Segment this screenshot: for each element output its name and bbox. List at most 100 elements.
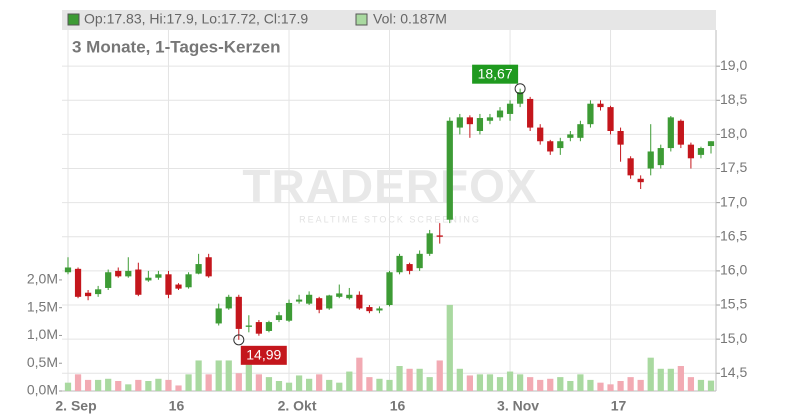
volume-bar — [105, 378, 112, 391]
candle-body — [64, 267, 72, 273]
x-tick-label: 17 — [611, 398, 627, 414]
candle-body — [245, 325, 252, 327]
candle-body — [496, 110, 504, 118]
volume-bar — [436, 360, 443, 391]
candle-body — [416, 253, 423, 269]
candle-body — [165, 274, 172, 295]
candle-body — [707, 141, 715, 147]
volume-bar — [285, 382, 293, 391]
x-tick-label: 16 — [390, 398, 406, 414]
candle-body — [235, 296, 242, 329]
candle-body — [205, 257, 212, 277]
candle-body — [637, 178, 644, 183]
candle-body — [587, 103, 594, 125]
candle-body — [597, 103, 604, 108]
candle-body — [647, 151, 654, 169]
volume-info: Vol: 0.187M — [373, 11, 447, 27]
price-legend-swatch — [67, 13, 80, 26]
candle-body — [577, 124, 584, 138]
watermark: TRADERFOX — [242, 160, 537, 212]
volume-bar — [527, 377, 534, 391]
volume-bar — [185, 374, 192, 391]
volume-bar — [74, 374, 82, 391]
y-tick-label: 16,5 — [720, 227, 747, 243]
volume-bar — [376, 378, 383, 391]
volume-bar — [707, 380, 715, 391]
candle-body — [446, 120, 453, 220]
candle-body — [145, 277, 152, 281]
candle-body — [567, 134, 574, 138]
volume-bar — [386, 379, 393, 391]
volume-bar — [265, 377, 273, 391]
volume-bar — [496, 377, 504, 391]
volume-bar — [516, 374, 524, 391]
volume-bar — [607, 384, 614, 391]
volume-bar — [155, 378, 162, 391]
chart-title: 3 Monate, 1-Tages-Kerzen — [72, 37, 280, 56]
candle-body — [195, 264, 202, 274]
header-info: Op:17.83, Hi:17.9, Lo:17.72, Cl:17.9 — [84, 11, 308, 27]
candle-body — [275, 315, 283, 321]
volume-bar — [667, 368, 674, 391]
candle-body — [346, 294, 353, 299]
volume-bar — [346, 371, 353, 391]
volume-bar — [175, 385, 182, 391]
y2-tick-label: 0,5M — [27, 354, 58, 370]
volume-bar — [396, 366, 403, 391]
volume-bar — [697, 379, 705, 391]
candle-body — [185, 274, 192, 288]
candle-body — [436, 235, 443, 237]
volume-bar — [567, 381, 574, 391]
candle-body — [547, 141, 554, 152]
volume-bar — [205, 374, 212, 391]
candle-body — [265, 322, 273, 331]
y-tick-label: 18,5 — [720, 91, 747, 107]
volume-bar — [125, 384, 132, 391]
candle-body — [617, 130, 624, 145]
volume-bar — [295, 375, 303, 391]
y-tick-label: 15,0 — [720, 330, 747, 346]
volume-bar — [306, 378, 313, 391]
candle-body — [336, 293, 343, 297]
candle-body — [667, 117, 674, 149]
y2-tick-label: 2,0M — [27, 271, 58, 287]
candle-body — [95, 289, 102, 295]
volume-bar — [647, 357, 654, 391]
candle-body — [175, 284, 182, 289]
candle-body — [74, 268, 82, 297]
candle-body — [527, 98, 534, 128]
candle-body — [295, 299, 303, 302]
volume-bar — [275, 381, 283, 391]
volume-bar — [165, 379, 172, 391]
volume-bar — [557, 377, 564, 391]
volume-bar — [617, 381, 624, 391]
volume-bar — [115, 381, 122, 391]
candle-body — [456, 117, 463, 128]
volume-bar — [637, 379, 644, 391]
candle-body — [506, 103, 514, 114]
volume-bar — [426, 377, 433, 391]
candle-body — [607, 107, 614, 131]
volume-bar — [476, 374, 484, 391]
candle-body — [306, 294, 313, 304]
candle-body — [396, 255, 403, 273]
candle-body — [84, 292, 92, 297]
candle-body — [135, 269, 142, 295]
volume-bar — [677, 366, 684, 391]
volume-bar — [587, 379, 594, 391]
watermark-subtitle: REALTIME STOCK SCREENING — [299, 214, 481, 224]
candle-body — [486, 117, 494, 121]
y-tick-label: 19,0 — [720, 57, 747, 73]
annotation-label: 18,67 — [478, 65, 513, 81]
volume-bar — [326, 379, 333, 391]
y-tick-label: 17,5 — [720, 159, 747, 175]
volume-bar — [95, 379, 102, 391]
volume-bar — [64, 382, 72, 391]
volume-bar — [316, 374, 323, 391]
candle-body — [697, 148, 705, 155]
volume-bar — [537, 379, 544, 391]
annotation-box — [240, 345, 287, 365]
candle-body — [105, 272, 112, 288]
volume-bar — [406, 368, 413, 391]
